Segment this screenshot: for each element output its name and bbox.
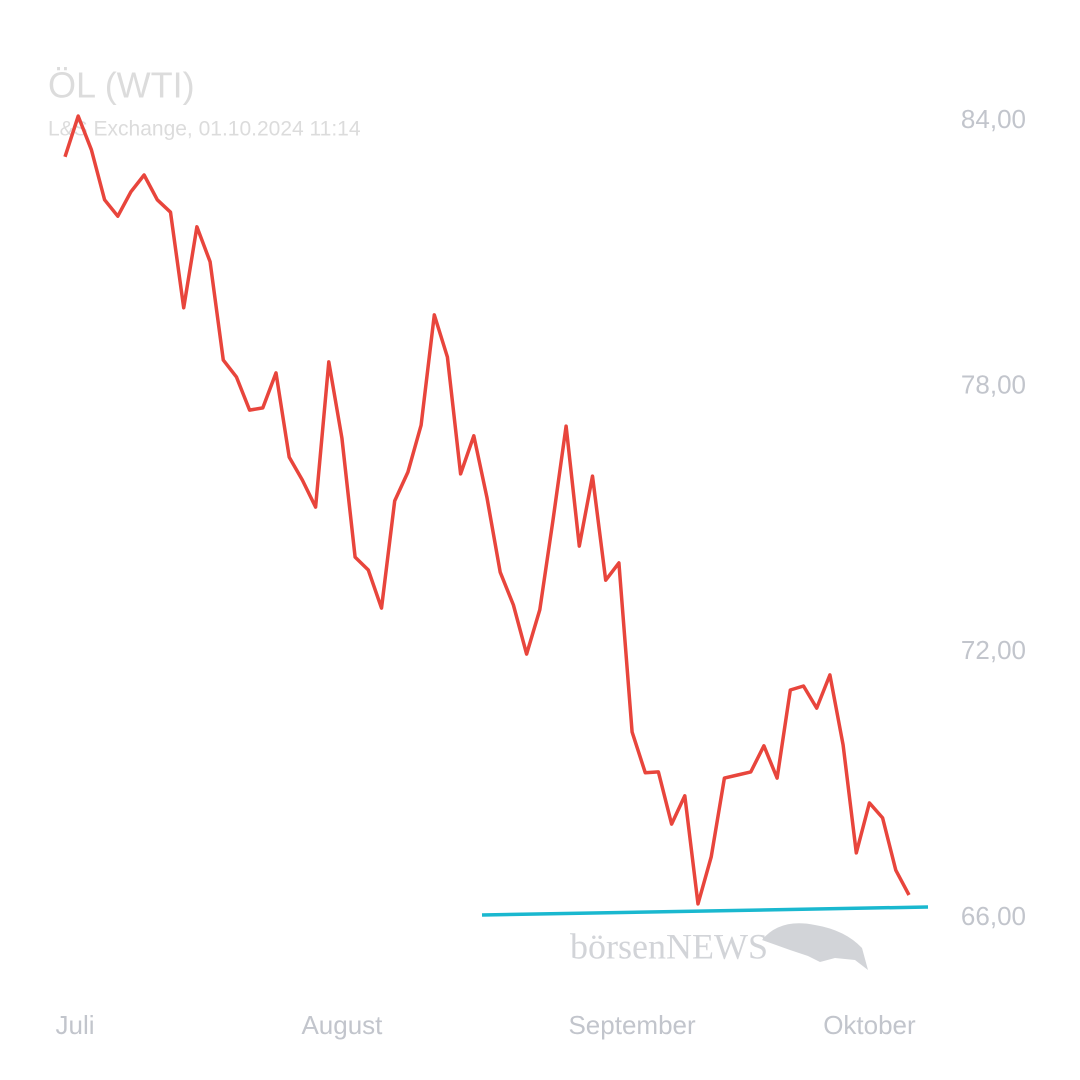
y-tick-label: 84,00 — [961, 104, 1026, 134]
x-tick-label: August — [301, 1010, 383, 1040]
chart-title: ÖL (WTI) — [48, 65, 195, 106]
watermark-bull — [762, 923, 868, 970]
watermark: börsenNEWS — [570, 926, 768, 966]
y-tick-label: 66,00 — [961, 901, 1026, 931]
x-tick-label: Oktober — [823, 1010, 916, 1040]
y-tick-label: 72,00 — [961, 635, 1026, 665]
x-tick-label: September — [568, 1010, 696, 1040]
y-tick-label: 78,00 — [961, 370, 1026, 400]
price-line — [63, 114, 911, 906]
chart-subtitle: L&S Exchange, 01.10.2024 11:14 — [48, 118, 361, 141]
x-tick-label: Juli — [55, 1010, 94, 1040]
trend-line — [481, 905, 929, 917]
